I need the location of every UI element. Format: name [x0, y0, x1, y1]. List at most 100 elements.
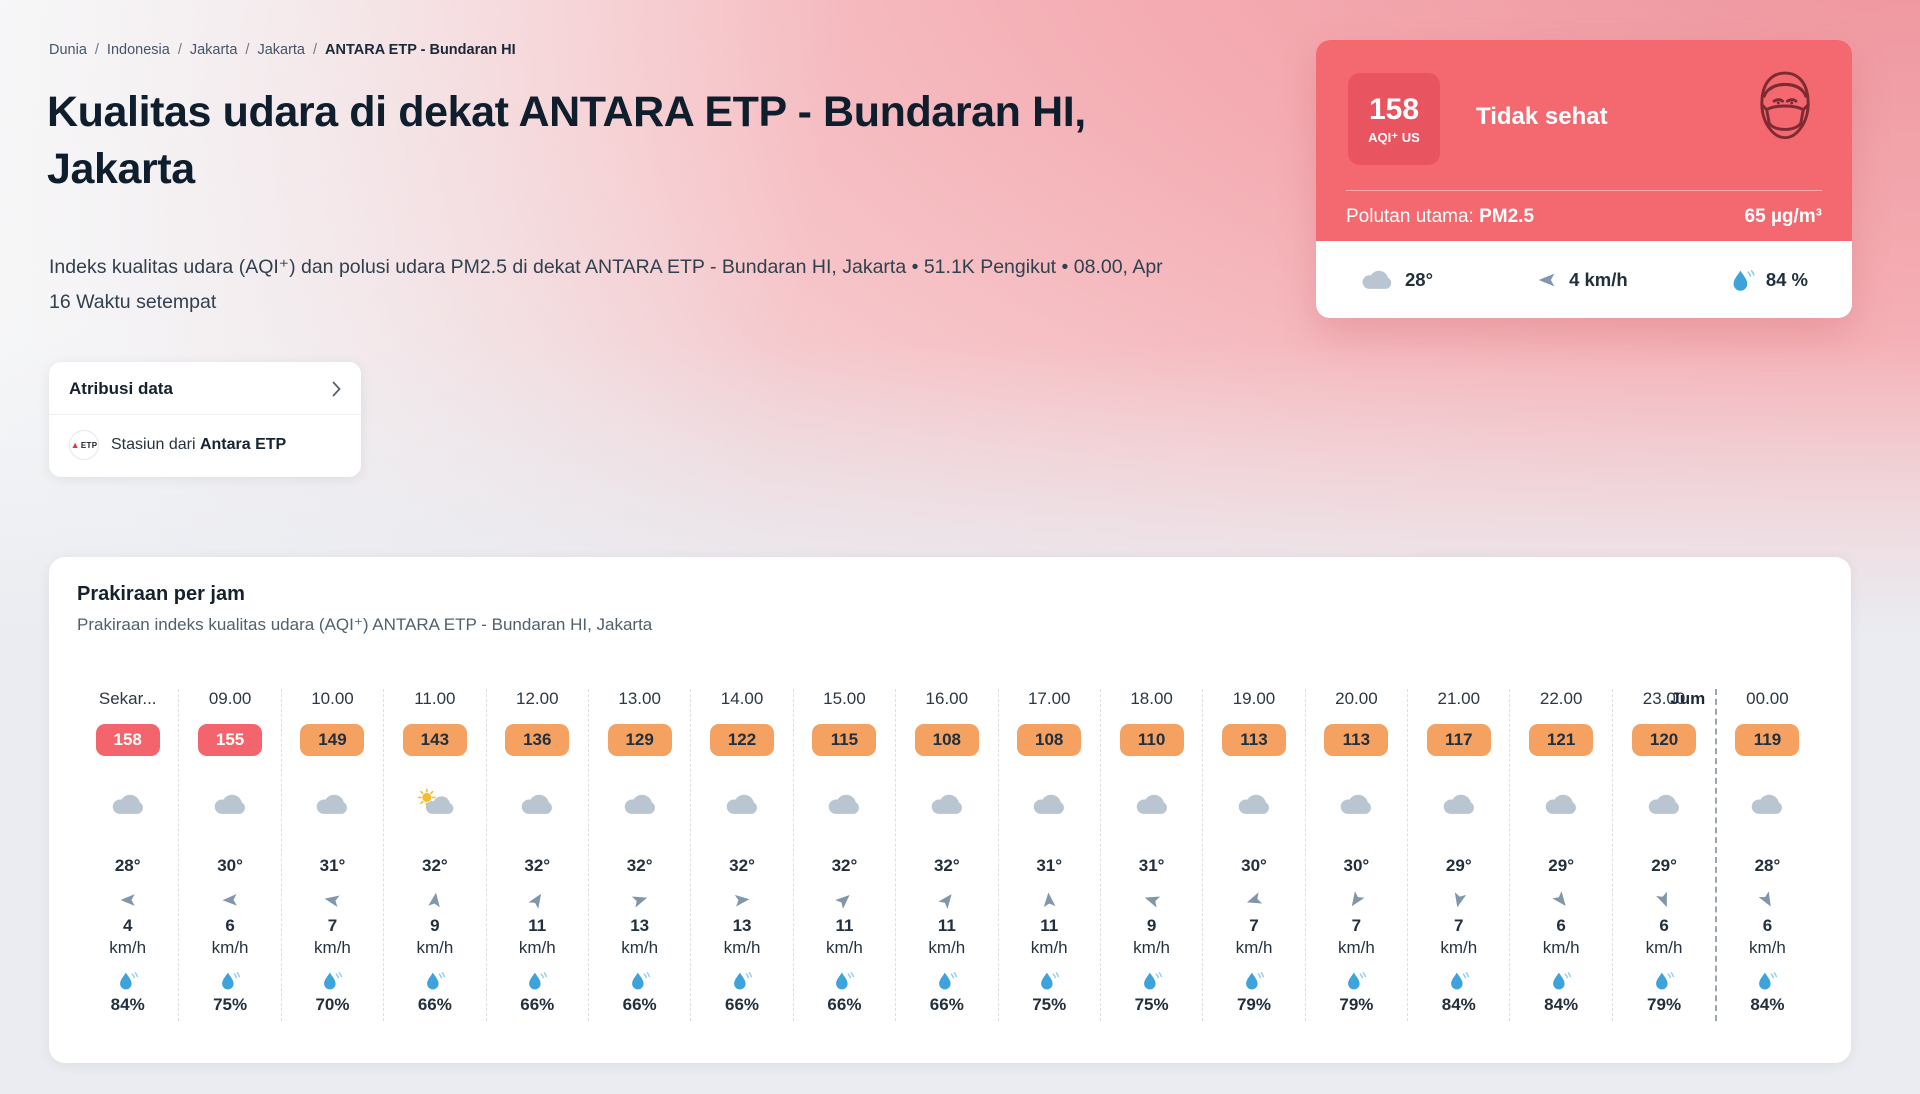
humidity-drop-icon — [322, 970, 343, 992]
attribution-station-row[interactable]: ▲ ETP Stasiun dari Antara ETP — [49, 415, 361, 477]
wind-direction-icon — [1757, 890, 1777, 912]
humidity-value: 66% — [827, 995, 862, 1014]
humidity-value: 66% — [725, 995, 760, 1014]
main-pollutant-row: Polutan utama: PM2.5 65 µg/m³ — [1346, 206, 1822, 228]
forecast-temperature: 32° — [422, 856, 448, 875]
aqi-chip: 121 — [1529, 724, 1594, 756]
wind-direction-icon — [1449, 890, 1469, 912]
humidity-value: 66% — [929, 995, 964, 1014]
humidity-value: 75% — [1134, 995, 1169, 1014]
wind-direction-icon — [1142, 890, 1162, 912]
wind-speed-value: 7 — [1249, 916, 1259, 935]
forecast-temperature: 30° — [217, 856, 243, 875]
wind-speed-value: 7 — [1351, 916, 1362, 935]
forecast-column: 19.00 113 30° 7 km/h 79% — [1203, 689, 1306, 1021]
aqi-value-badge: 158 AQI⁺ US — [1348, 73, 1440, 165]
forecast-hour-label: 18.00 — [1130, 689, 1173, 708]
weather-icon — [415, 780, 455, 816]
main-pollutant-label: Polutan utama: PM2.5 — [1346, 206, 1535, 227]
wind-direction-icon — [425, 890, 445, 912]
forecast-column: 15.00 115 32° 11 km/h 66% — [794, 689, 897, 1021]
humidity-drop-icon — [425, 970, 445, 992]
forecast-hour-label: Sekar... — [98, 689, 157, 708]
aqi-chip: 113 — [1324, 724, 1389, 756]
aqi-chip: 115 — [812, 724, 877, 756]
current-humidity: 84 % — [1731, 268, 1808, 292]
attribution-divider — [49, 414, 361, 415]
page-title: Kualitas udara di dekat ANTARA ETP - Bun… — [47, 88, 1086, 193]
forecast-hour-label: 11.00 — [414, 689, 456, 708]
breadcrumb-separator: / — [313, 42, 318, 58]
humidity-drop-icon — [937, 970, 957, 992]
breadcrumb-item-jakarta-province[interactable]: Jakarta — [189, 42, 238, 58]
forecast-temperature: 28° — [1754, 856, 1781, 875]
wind-speed-unit: km/h — [723, 938, 761, 957]
forecast-temperature: 30° — [1241, 856, 1267, 875]
wind-direction-icon — [1346, 890, 1366, 912]
breadcrumb-item-station: ANTARA ETP - Bundaran HI — [325, 42, 516, 58]
forecast-column: 13.00 129 32° 13 km/h 66% — [589, 689, 692, 1021]
wind-speed-unit: km/h — [1235, 938, 1273, 957]
wind-speed-unit: km/h — [621, 938, 659, 957]
aqi-chip: 136 — [505, 724, 570, 756]
wind-direction-icon — [1244, 890, 1264, 912]
humidity-drop-icon — [527, 970, 548, 992]
aqi-chip: 143 — [402, 724, 467, 756]
wind-speed-unit: km/h — [314, 938, 351, 957]
forecast-hour-label: 17.00 — [1027, 689, 1071, 708]
wind-speed-unit: km/h — [109, 938, 147, 957]
forecast-hour-label: 19.00 — [1232, 689, 1276, 708]
forecast-temperature: 28° — [114, 856, 141, 875]
wind-direction-icon — [322, 890, 342, 912]
forecast-temperature: 32° — [626, 856, 653, 875]
cloud-icon — [1362, 270, 1392, 289]
forecast-hour-label: 21.00 — [1437, 689, 1481, 708]
weather-icon — [1338, 780, 1374, 816]
humidity-value: 84% — [1750, 995, 1785, 1014]
attribution-header-row[interactable]: Atribusi data — [49, 362, 361, 414]
wind-speed-value: 7 — [327, 916, 338, 935]
wind-speed-value: 6 — [225, 916, 235, 935]
humidity-drop-icon — [1757, 970, 1778, 992]
wind-speed-unit: km/h — [518, 938, 556, 957]
wind-direction-icon — [1039, 890, 1059, 912]
wind-direction-icon — [220, 890, 240, 912]
humidity-value: 70% — [315, 995, 350, 1014]
forecast-temperature: 32° — [729, 856, 755, 875]
wind-speed-value: 9 — [430, 916, 440, 935]
wind-speed-unit: km/h — [1542, 938, 1580, 957]
wind-direction-icon — [1654, 890, 1674, 912]
forecast-hour-label: 22.00 — [1539, 689, 1583, 708]
aqi-chip: 117 — [1426, 724, 1491, 756]
humidity-drop-icon — [118, 970, 138, 992]
forecast-column: 18.00 110 31° 9 km/h 75% — [1101, 689, 1204, 1021]
humidity-drop-icon — [834, 970, 855, 992]
aqi-level-label: Tidak sehat — [1476, 103, 1608, 130]
breadcrumb-item-jakarta-city[interactable]: Jakarta — [257, 42, 305, 58]
humidity-value: 84% — [1544, 995, 1579, 1014]
forecast-temperature: 29° — [1548, 856, 1575, 875]
humidity-value: 66% — [622, 995, 657, 1014]
wind-speed-unit: km/h — [826, 938, 863, 957]
wind-direction-icon — [1538, 273, 1555, 286]
wind-speed-value: 11 — [835, 916, 854, 935]
humidity-drop-icon — [1449, 970, 1469, 992]
weather-icon — [826, 780, 862, 816]
humidity-value: 84% — [110, 995, 145, 1014]
humidity-drop-icon — [1244, 970, 1264, 992]
wind-speed-value: 7 — [1454, 916, 1464, 935]
humidity-drop-icon — [732, 970, 753, 992]
wind-direction-icon — [527, 890, 547, 912]
humidity-drop-icon — [1733, 269, 1755, 291]
wind-speed-value: 13 — [630, 916, 650, 935]
forecast-column: Sekar... 158 28° 4 km/h 84% — [77, 689, 180, 1021]
forecast-hour-label: 13.00 — [618, 689, 661, 708]
breadcrumb-separator: / — [94, 42, 99, 58]
wind-speed-value: 6 — [1556, 916, 1566, 935]
breadcrumb-item-dunia[interactable]: Dunia — [49, 42, 87, 58]
aqi-summary-card: 158 AQI⁺ US Tidak sehat Polutan utama: P… — [1316, 40, 1852, 318]
aqi-chip: 155 — [198, 724, 263, 756]
breadcrumb-item-indonesia[interactable]: Indonesia — [106, 42, 170, 58]
wind-speed-value: 11 — [937, 916, 956, 935]
wind-speed-unit: km/h — [1645, 938, 1683, 957]
